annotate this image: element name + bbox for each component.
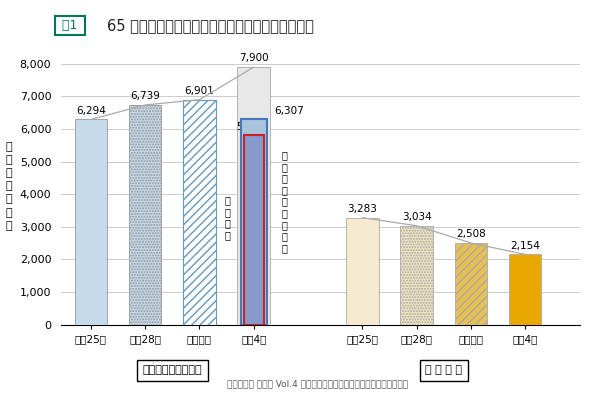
Text: 浴
室
全
体: 浴 室 全 体 <box>224 195 231 240</box>
Text: 65 歳以上の不慮の溺死・溺水と交通事故の死亡数: 65 歳以上の不慮の溺死・溺水と交通事故の死亡数 <box>107 18 314 33</box>
Bar <box>237 67 270 325</box>
Bar <box>243 135 264 325</box>
Text: 2,154: 2,154 <box>511 240 540 251</box>
Text: 6,739: 6,739 <box>130 91 160 101</box>
Text: 交 通 事 故: 交 通 事 故 <box>425 366 462 375</box>
Bar <box>400 226 433 325</box>
Bar <box>509 255 542 325</box>
Text: 図1: 図1 <box>59 19 82 32</box>
Bar <box>183 100 216 325</box>
Text: 3,283: 3,283 <box>347 204 377 214</box>
Text: 6,307: 6,307 <box>274 107 304 116</box>
Text: 6,901: 6,901 <box>185 86 214 96</box>
Text: 家
や
居
住
施
設
の
浴
槽: 家 や 居 住 施 設 の 浴 槽 <box>282 150 288 253</box>
Text: 6,294: 6,294 <box>76 106 106 116</box>
Text: 2,508: 2,508 <box>456 229 486 239</box>
Bar <box>454 243 487 325</box>
Y-axis label: 死
亡
者
数
（
人
）: 死 亡 者 数 （ 人 ） <box>5 141 12 231</box>
Text: ＊消費者庁 コラム Vol.4 冬に増加する高齢者の事故に注意！より引用: ＊消費者庁 コラム Vol.4 冬に増加する高齢者の事故に注意！より引用 <box>227 379 407 388</box>
Text: 5,824: 5,824 <box>237 122 267 132</box>
Bar <box>129 105 162 325</box>
Text: 7,900: 7,900 <box>239 53 268 63</box>
Bar <box>241 119 267 325</box>
Bar <box>74 120 107 325</box>
Text: 不慮の溺死及び溺水: 不慮の溺死及び溺水 <box>143 366 202 375</box>
Text: 3,034: 3,034 <box>402 212 431 222</box>
Bar <box>346 218 379 325</box>
